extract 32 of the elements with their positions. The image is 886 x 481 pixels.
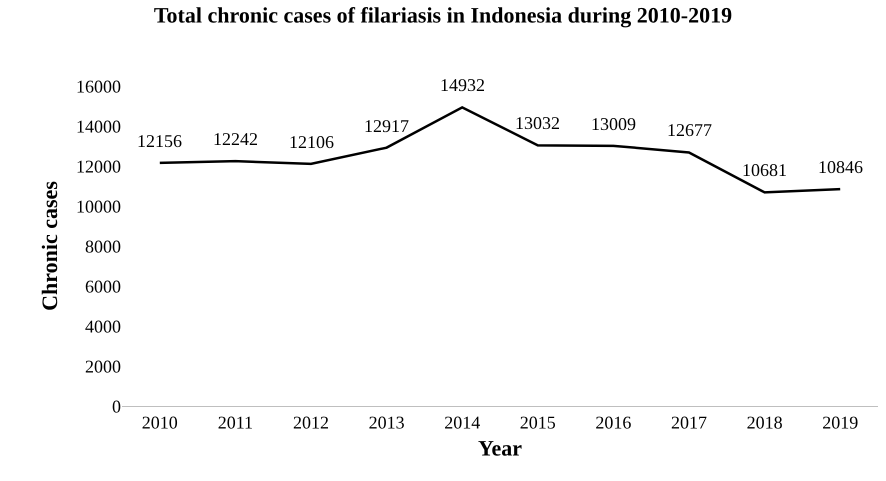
x-tick-label: 2013 — [368, 412, 405, 433]
y-tick-label: 12000 — [76, 156, 121, 176]
data-label: 13032 — [515, 113, 560, 133]
x-tick-label: 2017 — [671, 412, 707, 433]
y-tick-label: 10000 — [76, 196, 121, 216]
y-tick-label: 6000 — [85, 276, 121, 296]
x-tick-label: 2010 — [142, 412, 178, 433]
data-label: 12156 — [137, 131, 182, 151]
data-label: 14932 — [440, 75, 485, 95]
x-tick-label: 2018 — [746, 412, 783, 433]
data-label: 12917 — [364, 116, 409, 136]
x-tick-label: 2014 — [444, 412, 480, 433]
y-tick-label: 16000 — [76, 76, 121, 96]
data-label: 12242 — [213, 129, 258, 149]
x-axis-title: Year — [478, 436, 522, 460]
data-label: 12677 — [667, 120, 712, 140]
y-tick-label: 8000 — [85, 236, 121, 256]
y-tick-label: 14000 — [76, 116, 121, 136]
data-label: 10681 — [742, 160, 787, 180]
y-tick-label: 2000 — [85, 356, 121, 376]
y-tick-label: 0 — [112, 396, 121, 416]
data-label: 10846 — [818, 157, 863, 177]
data-label: 13009 — [591, 114, 636, 134]
chart-title: Total chronic cases of filariasis in Indonesia during 2010-2019 — [154, 2, 732, 28]
x-tick-label: 2012 — [293, 412, 329, 433]
y-axis-title: Chronic cases — [36, 180, 62, 311]
x-tick-label: 2011 — [218, 412, 254, 433]
data-label: 12106 — [289, 132, 334, 152]
y-tick-label: 4000 — [85, 316, 121, 336]
x-tick-label: 2019 — [822, 412, 858, 433]
x-tick-label: 2015 — [520, 412, 556, 433]
x-tick-label: 2016 — [595, 412, 632, 433]
